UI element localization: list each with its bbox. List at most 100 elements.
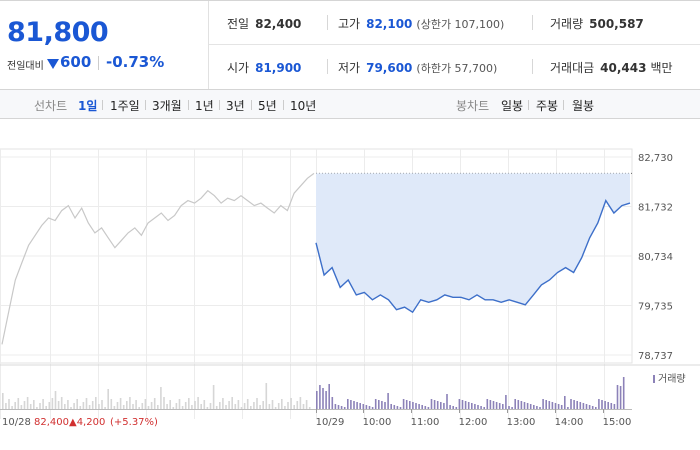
- volume-bar: [23, 401, 26, 409]
- volume-bar: [409, 401, 411, 409]
- volume-bar: [197, 397, 199, 409]
- volume-bar: [246, 399, 249, 409]
- series-line-prev-day: [1, 172, 315, 345]
- volume-bar: [209, 403, 212, 409]
- quote-row-1: 전일 82,400 고가 82,100 (상한가 107,100) 거래량 500,58…: [209, 1, 700, 45]
- x-tick-label: 10:00: [363, 417, 392, 428]
- volume-bar: [582, 403, 585, 409]
- volume-bar: [268, 404, 271, 409]
- quote-row-2: 시가 81,900 저가 79,600 (하한가 57,700) 거래대금 40,443…: [209, 45, 700, 89]
- volume-bar: [424, 406, 427, 409]
- volume-bar: [203, 400, 206, 409]
- volume-bar: [520, 401, 523, 409]
- tab-monthly-candle[interactable]: 월봉: [572, 99, 595, 113]
- volume-bar: [5, 403, 7, 409]
- volume-bar: [138, 407, 140, 409]
- volume-bar: [107, 389, 109, 409]
- volume-bar: [274, 407, 277, 409]
- x-tick-label-prev-date: 10/28: [2, 417, 31, 428]
- volume-bar: [371, 407, 374, 409]
- volume-bar: [110, 399, 113, 409]
- volume-bar: [160, 387, 162, 409]
- volume-bar: [471, 403, 473, 409]
- candle-chart-label: 봉차트: [456, 99, 490, 113]
- volume-bar: [325, 391, 327, 409]
- volume-bar: [461, 400, 464, 409]
- volume-bar: [70, 407, 72, 409]
- y-tick-label: 82,730: [638, 153, 673, 164]
- volume-bar: [542, 399, 544, 409]
- volume-bar: [387, 393, 389, 409]
- volume-bar: [418, 404, 420, 409]
- volume-bar: [502, 404, 504, 409]
- tab-1y[interactable]: 1년: [195, 99, 214, 113]
- volume-bar: [212, 385, 215, 409]
- volume-bar: [91, 401, 94, 409]
- tab-3m[interactable]: 3개월: [152, 99, 182, 113]
- volume-bar: [452, 406, 454, 409]
- volume-bar: [175, 403, 178, 409]
- volume-bar: [551, 402, 554, 409]
- volume-bar: [225, 405, 227, 409]
- volume-bar: [157, 405, 159, 409]
- tab-1w[interactable]: 1주일: [110, 99, 140, 113]
- tab-5y[interactable]: 5년: [258, 99, 277, 113]
- volume-bar: [415, 403, 417, 409]
- volume-bar: [440, 402, 442, 409]
- down-triangle-icon: [47, 59, 59, 69]
- volume-bar: [557, 404, 560, 409]
- volume-bar: [240, 407, 243, 409]
- volume-bar: [29, 404, 32, 409]
- trade-amount: 거래대금 40,443 백만: [550, 61, 673, 75]
- prev-close: 전일 82,400: [227, 17, 302, 31]
- volume-bar: [26, 397, 29, 409]
- tab-10y[interactable]: 10년: [290, 99, 317, 113]
- volume-bar: [316, 391, 318, 409]
- divider: [327, 59, 328, 74]
- volume-bar: [60, 397, 63, 409]
- current-price: 81,800: [7, 17, 109, 48]
- tab-daily-candle[interactable]: 일봉: [501, 99, 524, 113]
- volume-bar: [119, 398, 122, 409]
- volume-bar: [489, 400, 492, 409]
- volume-bar: [2, 393, 4, 409]
- volume-bar: [601, 400, 603, 409]
- volume-bar: [82, 402, 85, 409]
- volume-bar: [449, 405, 451, 409]
- prev-day-change-pct: (+5.37%): [110, 417, 158, 428]
- volume-bar: [231, 397, 233, 409]
- volume-bar: [293, 405, 295, 409]
- volume-bar: [554, 403, 557, 409]
- volume-bar: [243, 403, 246, 409]
- volume-bar: [492, 401, 495, 409]
- prev-day-close: 82,400: [34, 417, 69, 428]
- volume-bar: [486, 399, 489, 409]
- volume-bar: [560, 405, 563, 409]
- day-high: 고가 82,100 (상한가 107,100): [338, 17, 505, 31]
- volume-bar: [350, 400, 352, 409]
- change-value: 600: [60, 53, 92, 71]
- tab-3y[interactable]: 3년: [226, 99, 245, 113]
- volume-bar: [579, 402, 582, 409]
- volume-bar: [477, 405, 479, 409]
- x-tick-label: 12:00: [459, 417, 488, 428]
- volume-bar: [126, 401, 128, 409]
- volume-bar: [576, 401, 578, 409]
- volume-bar: [585, 404, 588, 409]
- volume-bar: [446, 394, 448, 409]
- volume-bar: [129, 397, 131, 409]
- volume-bar: [337, 405, 340, 409]
- volume-bar: [14, 402, 16, 409]
- volume-bar: [132, 404, 134, 409]
- volume-bar: [281, 399, 283, 409]
- volume-bar: [319, 385, 321, 409]
- volume-bar: [191, 405, 193, 409]
- volume-bar: [144, 399, 147, 409]
- tab-1d[interactable]: 1일: [78, 99, 98, 113]
- quote-header: 81,800 전일대비 600 -0.73% 전일 82,400 고가 82,100…: [0, 0, 700, 90]
- y-tick-label: 79,735: [638, 302, 673, 313]
- volume-bar: [265, 383, 268, 409]
- tab-weekly-candle[interactable]: 주봉: [536, 99, 559, 113]
- volume-bar: [85, 398, 88, 409]
- volume-bar: [365, 405, 368, 409]
